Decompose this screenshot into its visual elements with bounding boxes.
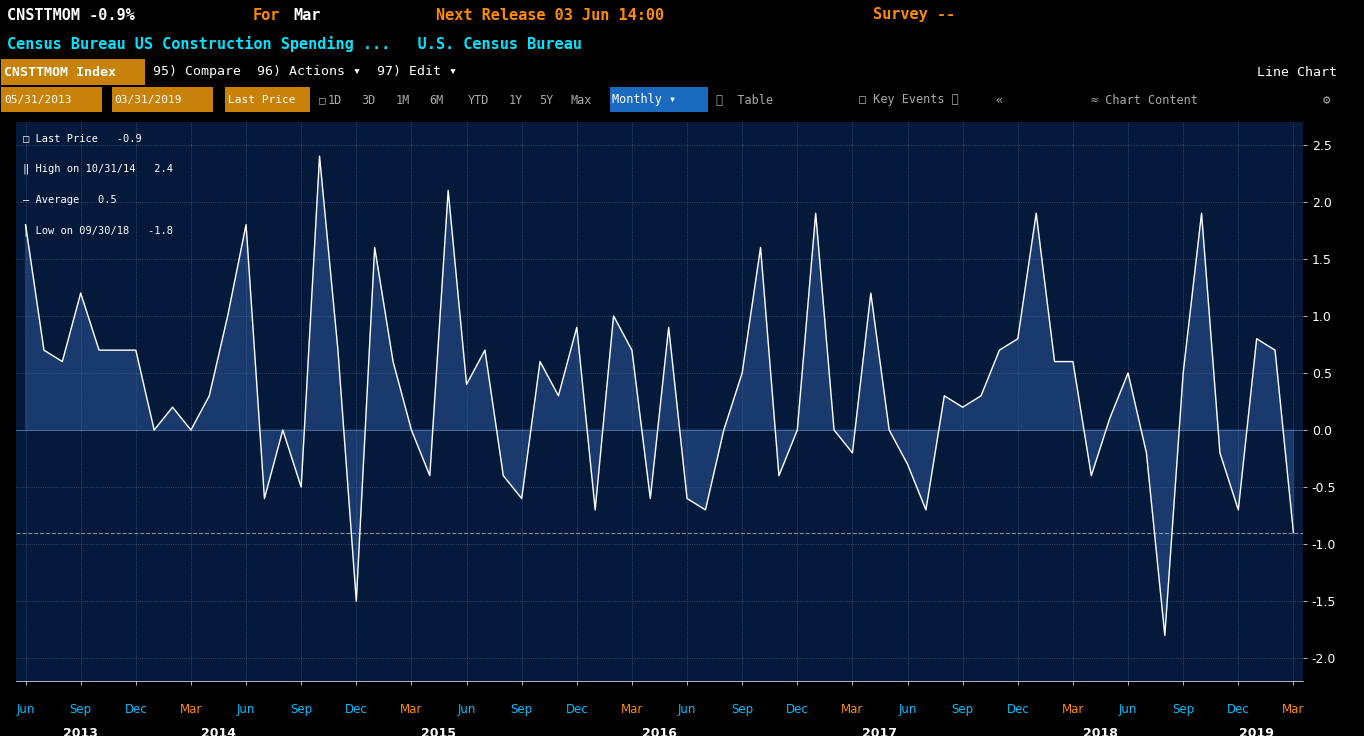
Text: □ Key Events ℹ: □ Key Events ℹ — [859, 93, 959, 107]
Text: Dec: Dec — [1228, 703, 1249, 716]
Text: Sep: Sep — [291, 703, 312, 716]
FancyBboxPatch shape — [1, 88, 102, 112]
Text: Last Price: Last Price — [228, 95, 295, 105]
Text: Jun: Jun — [1118, 703, 1138, 716]
Text: 6M: 6M — [430, 93, 443, 107]
Text: 2016: 2016 — [642, 727, 677, 736]
Text: 1M: 1M — [396, 93, 409, 107]
Text: □ Last Price   -0.9: □ Last Price -0.9 — [23, 133, 142, 144]
Text: 2018: 2018 — [1083, 727, 1118, 736]
FancyBboxPatch shape — [1, 60, 145, 85]
Text: «: « — [996, 93, 1003, 107]
Text: Mar: Mar — [293, 7, 321, 23]
Text: Jun: Jun — [16, 703, 34, 716]
Text: Mar: Mar — [180, 703, 202, 716]
Text: □: □ — [319, 95, 326, 105]
Text: Jun: Jun — [678, 703, 696, 716]
Text: ≈ Chart Content: ≈ Chart Content — [1091, 93, 1198, 107]
Text: Next Release 03 Jun 14:00: Next Release 03 Jun 14:00 — [436, 7, 664, 23]
Text: Mar: Mar — [1282, 703, 1304, 716]
Text: Jun: Jun — [237, 703, 255, 716]
Text: ‖ High on 10/31/14   2.4: ‖ High on 10/31/14 2.4 — [23, 164, 173, 174]
Text: 3D: 3D — [361, 93, 375, 107]
Text: Mar: Mar — [1061, 703, 1084, 716]
Text: 2013: 2013 — [63, 727, 98, 736]
Text: CNSTTMOM Index: CNSTTMOM Index — [4, 66, 116, 79]
Text: Dec: Dec — [124, 703, 147, 716]
Text: 05/31/2013: 05/31/2013 — [4, 95, 71, 105]
Text: ∿  Table: ∿ Table — [716, 93, 773, 107]
Text: Mar: Mar — [621, 703, 642, 716]
Text: 2015: 2015 — [421, 727, 457, 736]
Text: Dec: Dec — [786, 703, 809, 716]
Text: Sep: Sep — [952, 703, 974, 716]
Text: Survey --: Survey -- — [873, 7, 955, 23]
Text: For: For — [252, 7, 280, 23]
Text: Census Bureau US Construction Spending ...   U.S. Census Bureau: Census Bureau US Construction Spending .… — [7, 36, 581, 52]
Text: Jun: Jun — [899, 703, 917, 716]
Text: Dec: Dec — [1007, 703, 1030, 716]
Text: Dec: Dec — [566, 703, 588, 716]
Text: YTD: YTD — [468, 93, 490, 107]
Text: 2014: 2014 — [201, 727, 236, 736]
FancyBboxPatch shape — [610, 88, 708, 112]
Text: Mar: Mar — [400, 703, 423, 716]
Text: 1D: 1D — [327, 93, 341, 107]
Text: Jun: Jun — [457, 703, 476, 716]
Text: 03/31/2019: 03/31/2019 — [115, 95, 181, 105]
Text: Mar: Mar — [842, 703, 863, 716]
Text: Sep: Sep — [510, 703, 533, 716]
FancyBboxPatch shape — [225, 88, 310, 112]
Text: CNSTTMOM -0.9%: CNSTTMOM -0.9% — [7, 7, 135, 23]
Text: ⚙: ⚙ — [1323, 93, 1330, 107]
Text: 2019: 2019 — [1240, 727, 1274, 736]
Text: Monthly ▾: Monthly ▾ — [612, 93, 677, 107]
Text: 1Y: 1Y — [509, 93, 522, 107]
Text: Dec: Dec — [345, 703, 368, 716]
Text: 5Y: 5Y — [539, 93, 552, 107]
Text: Sep: Sep — [70, 703, 91, 716]
Text: — Average   0.5: — Average 0.5 — [23, 194, 116, 205]
Text: Max: Max — [570, 93, 592, 107]
Text: 2017: 2017 — [862, 727, 898, 736]
Text: Sep: Sep — [731, 703, 753, 716]
Text: Line Chart: Line Chart — [1256, 66, 1337, 79]
Text: | Low on 09/30/18   -1.8: | Low on 09/30/18 -1.8 — [23, 225, 173, 236]
Text: 95) Compare  96) Actions ▾  97) Edit ▾: 95) Compare 96) Actions ▾ 97) Edit ▾ — [153, 66, 457, 79]
Text: Sep: Sep — [1172, 703, 1195, 716]
FancyBboxPatch shape — [112, 88, 213, 112]
